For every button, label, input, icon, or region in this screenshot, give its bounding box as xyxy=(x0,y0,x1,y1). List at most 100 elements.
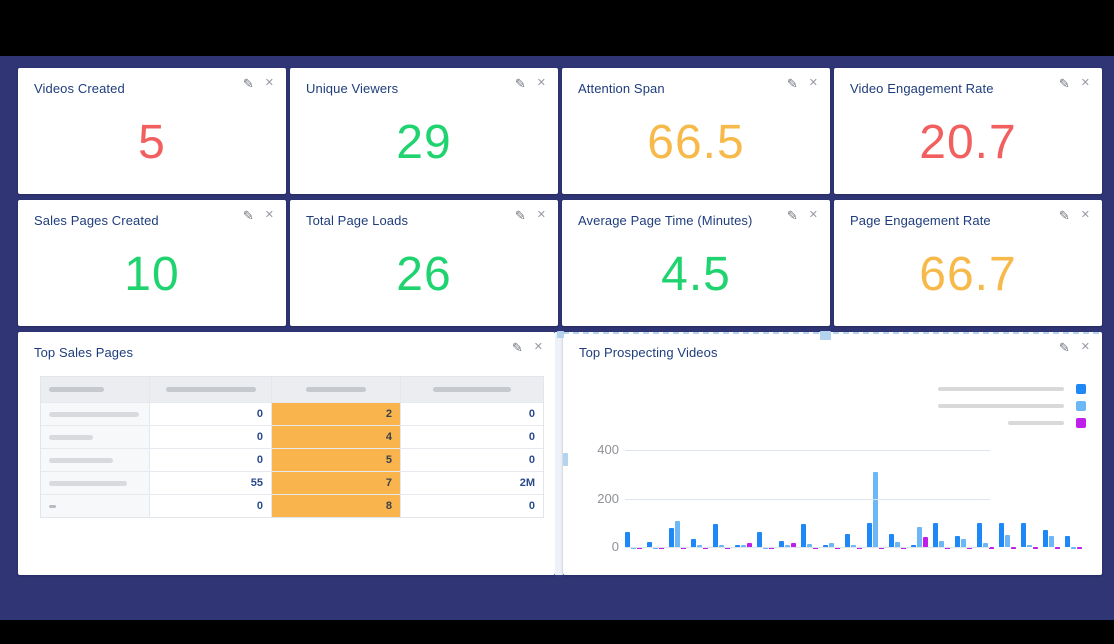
bar-series-3 xyxy=(659,547,664,549)
bar-series-3 xyxy=(1011,547,1016,549)
bar-series-2 xyxy=(961,539,966,547)
close-icon[interactable]: ✕ xyxy=(536,209,546,221)
table-header-cell[interactable] xyxy=(271,377,400,402)
gridline-0 xyxy=(625,547,990,548)
bar-group xyxy=(735,543,757,547)
redacted-legend-label xyxy=(938,404,1064,408)
metric-title: Attention Span xyxy=(578,81,665,96)
table-cell: 2 xyxy=(271,403,400,425)
bar-group xyxy=(845,534,867,549)
resize-handle-top-middle[interactable] xyxy=(820,331,831,340)
resize-handle-left-middle[interactable] xyxy=(563,453,568,466)
bar-group xyxy=(823,543,845,549)
gridline-400 xyxy=(625,450,990,451)
bar-series-2 xyxy=(1027,545,1032,547)
cell-value: 55 xyxy=(250,477,263,489)
metric-card-attention-span: Attention Span ✎ ✕ 66.5 xyxy=(562,68,830,194)
legend-item[interactable] xyxy=(938,384,1086,394)
bar-group xyxy=(1043,530,1065,549)
bar-group xyxy=(1065,536,1087,549)
edit-icon[interactable]: ✎ xyxy=(511,340,523,355)
edit-icon[interactable]: ✎ xyxy=(1058,76,1070,91)
bar-group xyxy=(933,523,955,549)
bar-series-2 xyxy=(851,545,856,547)
bar-group xyxy=(625,532,647,549)
gridline-200 xyxy=(625,498,990,500)
close-icon[interactable]: ✕ xyxy=(264,209,274,221)
edit-icon[interactable]: ✎ xyxy=(1058,208,1070,223)
metric-title: Videos Created xyxy=(34,81,125,96)
close-icon[interactable]: ✕ xyxy=(808,77,818,89)
bar-series-1 xyxy=(669,528,674,547)
edit-icon[interactable]: ✎ xyxy=(242,76,254,91)
cell-value: 0 xyxy=(528,500,535,512)
row-label-cell xyxy=(41,426,149,448)
bar-series-2 xyxy=(741,545,746,547)
card-actions: ✎ ✕ xyxy=(1059,209,1090,222)
bar-series-3 xyxy=(769,547,774,549)
letterbox-bottom xyxy=(0,620,1114,644)
bar-series-2 xyxy=(719,545,724,547)
metric-card-videos-created: Videos Created ✎ ✕ 5 xyxy=(18,68,286,194)
bar-series-1 xyxy=(647,542,652,547)
edit-icon[interactable]: ✎ xyxy=(242,208,254,223)
bar-group xyxy=(757,532,779,549)
legend-item[interactable] xyxy=(938,401,1086,411)
edit-icon[interactable]: ✎ xyxy=(514,208,526,223)
cell-value: 4 xyxy=(385,431,392,443)
metric-title: Average Page Time (Minutes) xyxy=(578,213,753,228)
close-icon[interactable]: ✕ xyxy=(264,77,274,89)
bar-series-3 xyxy=(901,547,906,549)
card-actions: ✎ ✕ xyxy=(515,77,546,90)
redacted-header-label xyxy=(49,387,104,392)
resize-handle-top-left[interactable] xyxy=(557,331,564,338)
table-header-cell[interactable] xyxy=(41,377,149,402)
bar-group xyxy=(955,536,977,549)
close-icon[interactable]: ✕ xyxy=(1080,77,1090,89)
metric-card-unique-viewers: Unique Viewers ✎ ✕ 29 xyxy=(290,68,558,194)
bar-series-3 xyxy=(835,547,840,549)
bar-series-2 xyxy=(763,547,768,549)
metric-value: 26 xyxy=(396,247,452,301)
table-header-cell[interactable] xyxy=(400,377,543,402)
metric-card-average-page-time-minutes-: Average Page Time (Minutes) ✎ ✕ 4.5 xyxy=(562,200,830,326)
edit-icon[interactable]: ✎ xyxy=(786,208,798,223)
bar-series-container xyxy=(625,450,1082,549)
close-icon[interactable]: ✕ xyxy=(536,77,546,89)
panel-title: Top Sales Pages xyxy=(34,345,134,360)
edit-icon[interactable]: ✎ xyxy=(514,76,526,91)
metric-title: Page Engagement Rate xyxy=(850,213,991,228)
bar-series-1 xyxy=(845,534,850,547)
redacted-legend-label xyxy=(1008,421,1064,425)
metric-card-total-page-loads: Total Page Loads ✎ ✕ 26 xyxy=(290,200,558,326)
edit-icon[interactable]: ✎ xyxy=(786,76,798,91)
card-actions: ✎ ✕ xyxy=(243,209,274,222)
cell-value: 7 xyxy=(385,477,392,489)
bar-series-1 xyxy=(977,523,982,547)
bar-series-3 xyxy=(857,547,862,549)
metric-title: Unique Viewers xyxy=(306,81,399,96)
bar-series-3 xyxy=(1033,547,1038,549)
table-cell: 5 xyxy=(271,449,400,471)
bar-series-1 xyxy=(1021,523,1026,547)
legend-item[interactable] xyxy=(1008,418,1086,428)
bar-series-2 xyxy=(697,545,702,547)
bar-series-2 xyxy=(1049,536,1054,547)
close-icon[interactable]: ✕ xyxy=(533,341,543,353)
edit-icon[interactable]: ✎ xyxy=(1058,340,1070,355)
close-icon[interactable]: ✕ xyxy=(1080,209,1090,221)
bar-series-3 xyxy=(725,547,730,549)
bar-series-3 xyxy=(791,543,796,547)
close-icon[interactable]: ✕ xyxy=(808,209,818,221)
table-cell: 0 xyxy=(400,403,543,425)
close-icon[interactable]: ✕ xyxy=(1080,341,1090,353)
card-actions: ✎ ✕ xyxy=(787,77,818,90)
bar-series-2 xyxy=(807,544,812,547)
panel-title: Top Prospecting Videos xyxy=(579,345,718,360)
table-cell: 55 xyxy=(149,472,271,494)
bar-series-3 xyxy=(637,547,642,549)
card-actions: ✎ ✕ xyxy=(1059,77,1090,90)
table-header-cell[interactable] xyxy=(149,377,271,402)
selection-dashed-border xyxy=(563,332,1102,334)
